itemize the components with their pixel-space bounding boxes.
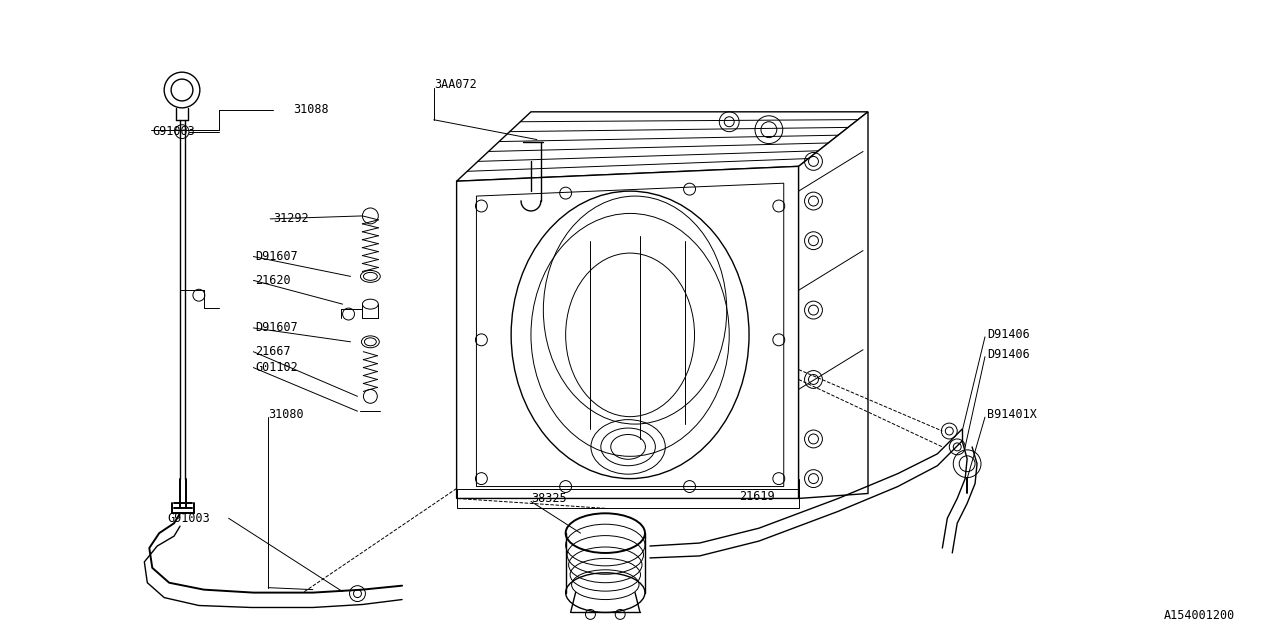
- Polygon shape: [457, 166, 799, 499]
- Text: 3AA072: 3AA072: [434, 77, 476, 91]
- Polygon shape: [799, 112, 868, 499]
- Text: 31088: 31088: [293, 103, 329, 116]
- Text: 31080: 31080: [269, 408, 303, 420]
- Text: G01102: G01102: [256, 361, 298, 374]
- Text: D91406: D91406: [987, 348, 1029, 361]
- Text: G91003: G91003: [168, 512, 210, 525]
- Text: B91401X: B91401X: [987, 408, 1037, 420]
- Text: 21620: 21620: [256, 274, 291, 287]
- Text: D91607: D91607: [256, 250, 298, 263]
- Text: D91406: D91406: [987, 328, 1029, 341]
- Text: 21667: 21667: [256, 345, 291, 358]
- Text: 38325: 38325: [531, 492, 567, 505]
- Text: G91003: G91003: [152, 125, 195, 138]
- Text: A154001200: A154001200: [1164, 609, 1235, 622]
- Text: 21619: 21619: [739, 490, 774, 503]
- Text: D91607: D91607: [256, 321, 298, 335]
- Text: 31292: 31292: [273, 212, 308, 225]
